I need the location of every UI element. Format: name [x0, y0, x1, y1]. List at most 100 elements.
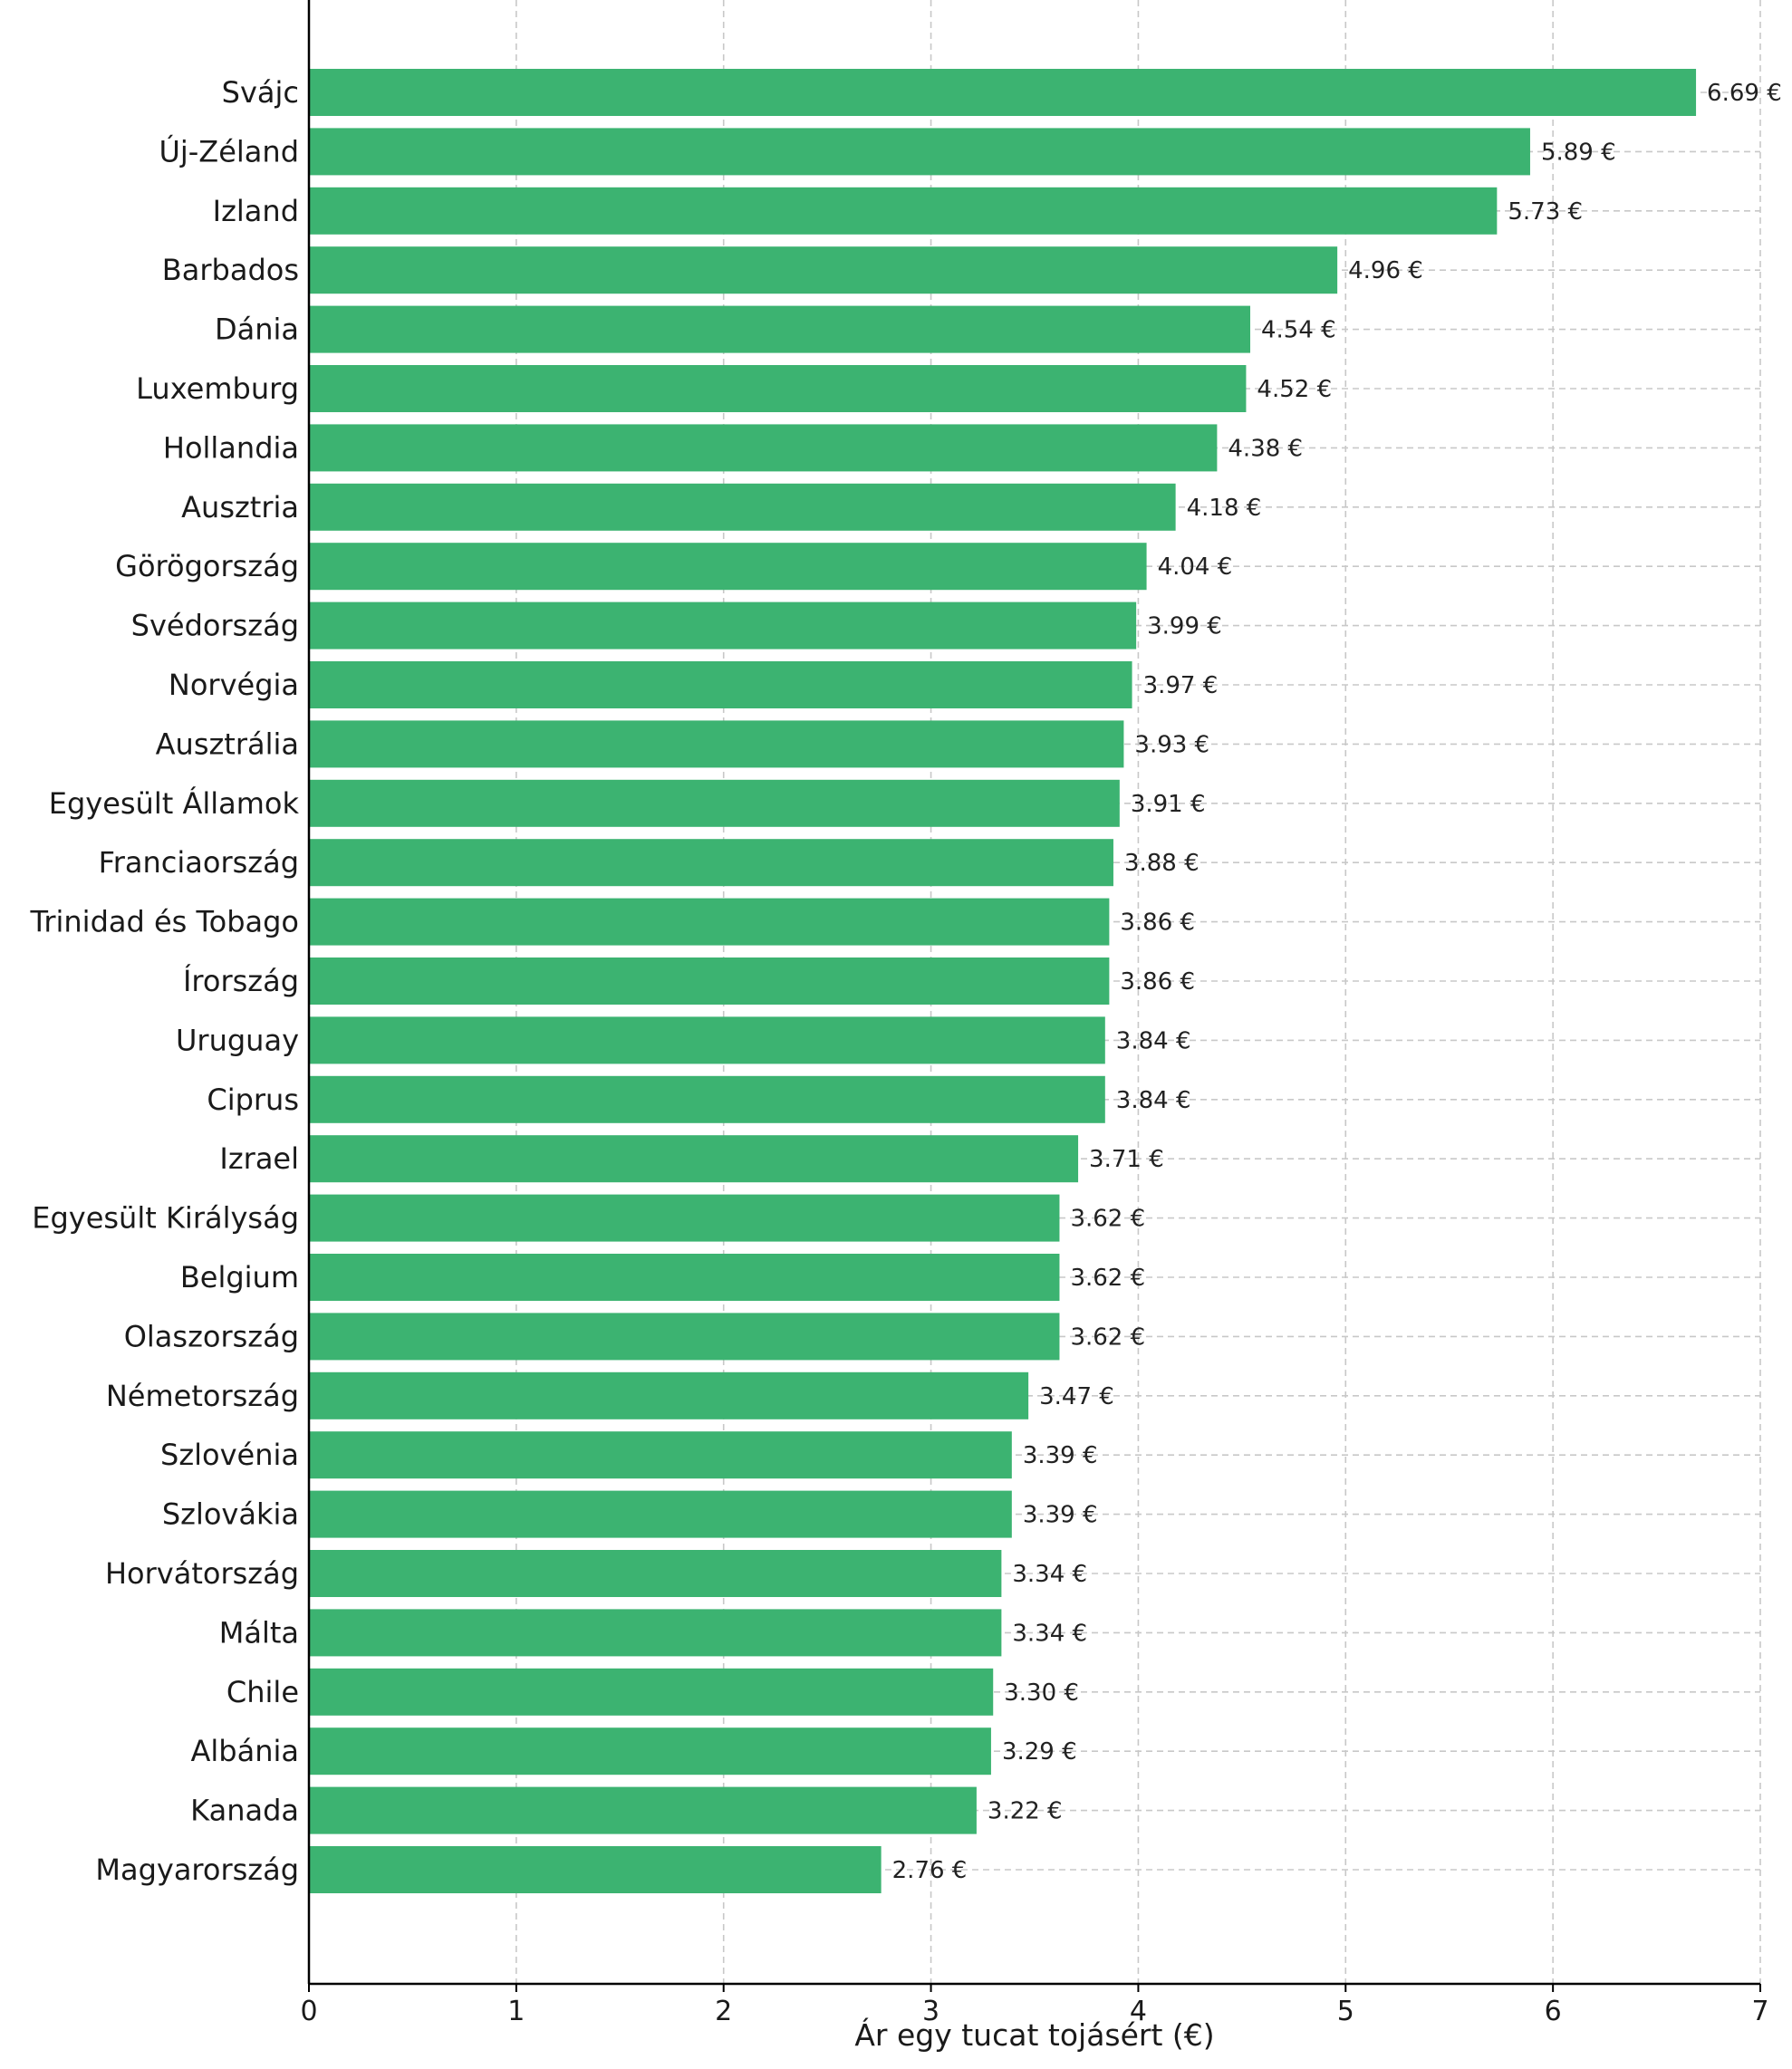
bar: [309, 661, 1132, 708]
value-label: 4.18 €: [1187, 495, 1262, 522]
value-label: 3.84 €: [1116, 1027, 1191, 1054]
value-label: 3.91 €: [1131, 791, 1206, 818]
bar: [309, 1075, 1105, 1123]
bar: [309, 720, 1124, 768]
value-label: 3.88 €: [1124, 850, 1199, 877]
category-label: Uruguay: [176, 1023, 299, 1057]
bar: [309, 1490, 1012, 1538]
category-label: Egyesült Államok: [49, 786, 300, 821]
value-label: 2.76 €: [892, 1857, 968, 1884]
value-label: 4.96 €: [1348, 257, 1423, 284]
value-label: 3.39 €: [1023, 1502, 1098, 1529]
category-label: Málta: [219, 1615, 299, 1650]
bar: [309, 1313, 1060, 1361]
bar: [309, 1846, 882, 1893]
x-tick-label: 6: [1545, 1996, 1562, 2027]
category-label: Írország: [183, 964, 299, 998]
category-label: Ausztrália: [156, 727, 299, 761]
category-label: Dánia: [215, 313, 299, 347]
value-label: 3.84 €: [1116, 1087, 1191, 1114]
value-labels: 6.69 € 5.89 € 5.73 € 4.96 € 4.54 € 4.52 € 4.38…: [892, 80, 1782, 1884]
bar: [309, 601, 1137, 650]
bar: [309, 1550, 1002, 1597]
category-label: Németország: [106, 1379, 299, 1413]
bar: [309, 1786, 977, 1834]
bar: [309, 1727, 991, 1775]
bar: [309, 1371, 1029, 1419]
bar: [309, 1609, 1002, 1657]
category-label: Belgium: [180, 1260, 299, 1294]
category-label: Franciaország: [99, 845, 299, 880]
value-label: 3.47 €: [1039, 1383, 1114, 1410]
category-label: Görögország: [115, 549, 299, 583]
value-label: 3.30 €: [1004, 1679, 1079, 1707]
category-label: Ciprus: [207, 1083, 299, 1117]
value-label: 5.89 €: [1541, 139, 1616, 166]
x-tick-label: 7: [1751, 1996, 1768, 2027]
bar: [309, 1135, 1079, 1183]
bar: [309, 779, 1120, 827]
category-label: Új-Zéland: [159, 133, 299, 168]
value-label: 3.22 €: [988, 1798, 1063, 1825]
category-label: Hollandia: [163, 430, 299, 465]
value-label: 3.99 €: [1147, 613, 1222, 640]
value-label: 3.97 €: [1143, 672, 1219, 699]
value-label: 4.54 €: [1261, 317, 1336, 344]
bar: [309, 246, 1338, 294]
category-labels: Svájc Új-Zéland Izland Barbados Dánia Luxembu…: [30, 75, 300, 1887]
category-label: Chile: [226, 1675, 299, 1709]
value-label: 4.52 €: [1257, 376, 1332, 403]
category-label: Barbados: [162, 253, 299, 287]
bar: [309, 1016, 1105, 1064]
value-label: 5.73 €: [1508, 198, 1583, 226]
x-tick-label: 5: [1337, 1996, 1354, 2027]
category-label: Egyesült Királyság: [32, 1201, 299, 1236]
category-label: Svédország: [131, 609, 299, 643]
category-label: Olaszország: [124, 1319, 299, 1353]
bar: [309, 839, 1113, 887]
value-label: 3.93 €: [1134, 731, 1209, 758]
bar: [309, 424, 1218, 472]
category-label: Luxemburg: [136, 371, 299, 406]
bar: [309, 305, 1251, 353]
bar: [309, 1194, 1060, 1242]
value-label: 3.62 €: [1070, 1206, 1145, 1233]
value-label: 3.39 €: [1023, 1442, 1098, 1469]
bar: [309, 365, 1247, 412]
category-label: Svájc: [222, 75, 299, 110]
category-label: Szlovákia: [162, 1497, 299, 1532]
axes: [307, 0, 1760, 1986]
x-tick-label: 2: [715, 1996, 732, 2027]
x-tick-label: 1: [507, 1996, 525, 2027]
bar: [309, 187, 1498, 235]
bars: [309, 69, 1697, 1893]
category-label: Norvégia: [169, 668, 299, 702]
category-label: Magyarország: [95, 1852, 299, 1887]
x-axis-title: Ár egy tucat tojásért (€): [854, 2016, 1214, 2053]
value-label: 3.86 €: [1120, 909, 1195, 937]
bar: [309, 128, 1530, 176]
value-label: 3.34 €: [1012, 1620, 1087, 1647]
value-label: 4.38 €: [1228, 435, 1303, 462]
bar: [309, 1431, 1012, 1479]
value-label: 3.62 €: [1070, 1265, 1145, 1292]
category-label: Horvátország: [105, 1556, 299, 1591]
category-label: Kanada: [190, 1794, 299, 1828]
value-label: 3.71 €: [1089, 1146, 1164, 1173]
x-tick-label: 0: [300, 1996, 317, 2027]
bar: [309, 483, 1176, 531]
category-label: Trinidad és Tobago: [30, 905, 300, 939]
category-label: Izrael: [219, 1141, 299, 1176]
bar: [309, 898, 1110, 946]
x-tick-label: 4: [1130, 1996, 1147, 2027]
x-tick-label: 3: [922, 1996, 939, 2027]
bar: [309, 543, 1147, 591]
category-label: Izland: [213, 194, 299, 228]
value-label: 3.29 €: [1002, 1738, 1077, 1766]
bar: [309, 1254, 1060, 1301]
value-label: 6.69 €: [1707, 80, 1782, 107]
value-label: 3.86 €: [1120, 968, 1195, 996]
category-label: Szlovénia: [160, 1438, 299, 1472]
x-tick-labels: 0 1 2 3 4 5 6 7: [300, 1984, 1769, 2027]
value-label: 4.04 €: [1158, 553, 1233, 581]
